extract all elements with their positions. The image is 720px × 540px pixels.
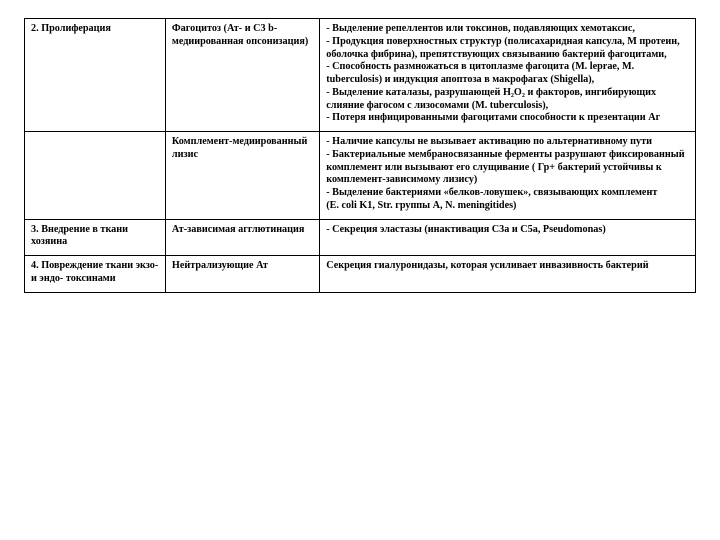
- cell-phase: [25, 132, 166, 220]
- cell-detail: Секреция гиалуронидазы, которая усиливае…: [320, 256, 696, 293]
- cell-mechanism: Нейтрализующие Ат: [165, 256, 319, 293]
- cell-mechanism: Фагоцитоз (Ат- и С3 b-медиированная опсо…: [165, 19, 319, 132]
- phase-label: 3. Внедрение в ткани хозяина: [31, 224, 128, 248]
- detail-text: Секреция гиалуронидазы, которая усиливае…: [326, 260, 648, 271]
- cell-mechanism: Ат-зависимая агглютинация: [165, 219, 319, 256]
- cell-phase: 3. Внедрение в ткани хозяина: [25, 219, 166, 256]
- phase-label: 4. Повреждение ткани экзо- и эндо- токси…: [31, 260, 158, 284]
- mechanism-label: Фагоцитоз (Ат- и С3 b-медиированная опсо…: [172, 23, 308, 47]
- table-row: 3. Внедрение в ткани хозяина Ат-зависима…: [25, 219, 696, 256]
- cell-phase: 2. Пролиферация: [25, 19, 166, 132]
- detail-text: - Выделение репеллентов или токсинов, по…: [326, 23, 679, 123]
- table-row: 4. Повреждение ткани экзо- и эндо- токси…: [25, 256, 696, 293]
- mechanism-label: Ат-зависимая агглютинация: [172, 224, 305, 235]
- cell-detail: - Наличие капсулы не вызывает активацию …: [320, 132, 696, 220]
- table-row: 2. Пролиферация Фагоцитоз (Ат- и С3 b-ме…: [25, 19, 696, 132]
- mechanism-label: Комплемент-медиированный лизис: [172, 136, 307, 160]
- detail-text: - Секреция эластазы (инактивация С3а и С…: [326, 224, 606, 235]
- detail-text: - Наличие капсулы не вызывает активацию …: [326, 136, 684, 211]
- defense-mechanisms-table: 2. Пролиферация Фагоцитоз (Ат- и С3 b-ме…: [24, 18, 696, 293]
- cell-mechanism: Комплемент-медиированный лизис: [165, 132, 319, 220]
- cell-phase: 4. Повреждение ткани экзо- и эндо- токси…: [25, 256, 166, 293]
- cell-detail: - Секреция эластазы (инактивация С3а и С…: [320, 219, 696, 256]
- phase-label: 2. Пролиферация: [31, 23, 111, 34]
- table-row: Комплемент-медиированный лизис - Наличие…: [25, 132, 696, 220]
- cell-detail: - Выделение репеллентов или токсинов, по…: [320, 19, 696, 132]
- mechanism-label: Нейтрализующие Ат: [172, 260, 268, 271]
